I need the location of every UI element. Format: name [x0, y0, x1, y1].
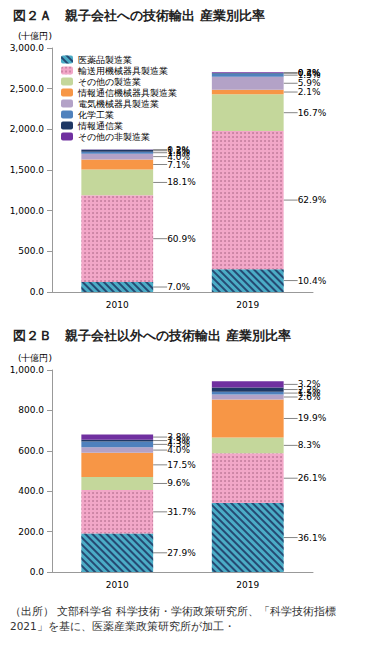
svg-text:1,500.0: 1,500.0	[10, 165, 45, 175]
svg-text:0.2%: 0.2%	[298, 68, 321, 78]
svg-text:17.5%: 17.5%	[167, 460, 196, 470]
svg-text:化学工業: 化学工業	[78, 110, 114, 120]
svg-text:4.0%: 4.0%	[167, 445, 190, 456]
svg-text:10.4%: 10.4%	[298, 276, 327, 286]
svg-text:2019: 2019	[236, 580, 259, 590]
svg-text:500.0: 500.0	[18, 246, 44, 256]
svg-text:(十億円): (十億円)	[18, 353, 52, 363]
svg-text:2010: 2010	[106, 580, 129, 590]
svg-text:19.9%: 19.9%	[298, 413, 327, 423]
svg-text:その他の非製造業: その他の非製造業	[78, 132, 150, 142]
svg-text:16.7%: 16.7%	[298, 108, 327, 118]
svg-text:400.0: 400.0	[18, 486, 44, 496]
svg-text:2019: 2019	[236, 300, 259, 310]
svg-text:0.0: 0.0	[30, 287, 45, 297]
svg-text:60.9%: 60.9%	[167, 234, 196, 244]
svg-text:0.4%: 0.4%	[298, 68, 321, 78]
svg-text:0.2%: 0.2%	[167, 145, 190, 155]
svg-text:3,000.0: 3,000.0	[10, 43, 45, 53]
svg-text:(十億円): (十億円)	[18, 31, 52, 41]
svg-text:36.1%: 36.1%	[298, 533, 327, 543]
svg-text:情報通信業: 情報通信業	[77, 121, 123, 131]
svg-text:3.2%: 3.2%	[298, 379, 321, 389]
svg-text:800.0: 800.0	[18, 405, 44, 415]
svg-text:200.0: 200.0	[18, 527, 44, 537]
svg-text:医薬品製造業: 医薬品製造業	[78, 55, 132, 65]
svg-text:2,000.0: 2,000.0	[10, 124, 45, 134]
svg-text:輸送用機械器具製造業: 輸送用機械器具製造業	[78, 66, 168, 76]
svg-text:1,000.0: 1,000.0	[10, 206, 45, 216]
svg-text:600.0: 600.0	[18, 446, 44, 456]
svg-text:0.0: 0.0	[30, 567, 45, 577]
svg-text:27.9%: 27.9%	[167, 548, 196, 558]
svg-text:9.6%: 9.6%	[167, 478, 190, 488]
svg-text:1,000.0: 1,000.0	[10, 365, 45, 375]
svg-text:2010: 2010	[106, 300, 129, 310]
svg-text:図２Ａ 親子会社への技術輸出 産業別比率: 図２Ａ 親子会社への技術輸出 産業別比率	[13, 8, 265, 23]
svg-text:情報通信機械器具製造業: 情報通信機械器具製造業	[77, 88, 177, 98]
svg-text:62.9%: 62.9%	[298, 195, 327, 205]
svg-text:その他の製造業: その他の製造業	[78, 77, 141, 87]
svg-text:7.1%: 7.1%	[167, 159, 190, 170]
svg-text:26.1%: 26.1%	[298, 473, 327, 483]
svg-text:8.3%: 8.3%	[298, 440, 321, 450]
svg-text:7.0%: 7.0%	[167, 282, 190, 292]
svg-text:18.1%: 18.1%	[167, 177, 196, 187]
svg-text:2,500.0: 2,500.0	[10, 84, 45, 94]
svg-text:2.2%: 2.2%	[297, 384, 321, 395]
svg-text:5.9%: 5.9%	[297, 78, 321, 89]
html-text:（出所） 文部科学省 科学技術・学術政策研究所、「科学技術指: （出所） 文部科学省 科学技術・学術政策研究所、「科学技術指標2021」を基に、…	[10, 605, 336, 632]
svg-text:31.7%: 31.7%	[167, 507, 196, 517]
svg-text:電気機械器具製造業: 電気機械器具製造業	[78, 99, 159, 109]
svg-text:2.1%: 2.1%	[298, 87, 321, 97]
svg-text:3.8%: 3.8%	[167, 432, 190, 442]
svg-text:図２Ｂ 親子会社以外への技術輸出 産業別比率: 図２Ｂ 親子会社以外への技術輸出 産業別比率	[13, 328, 291, 343]
